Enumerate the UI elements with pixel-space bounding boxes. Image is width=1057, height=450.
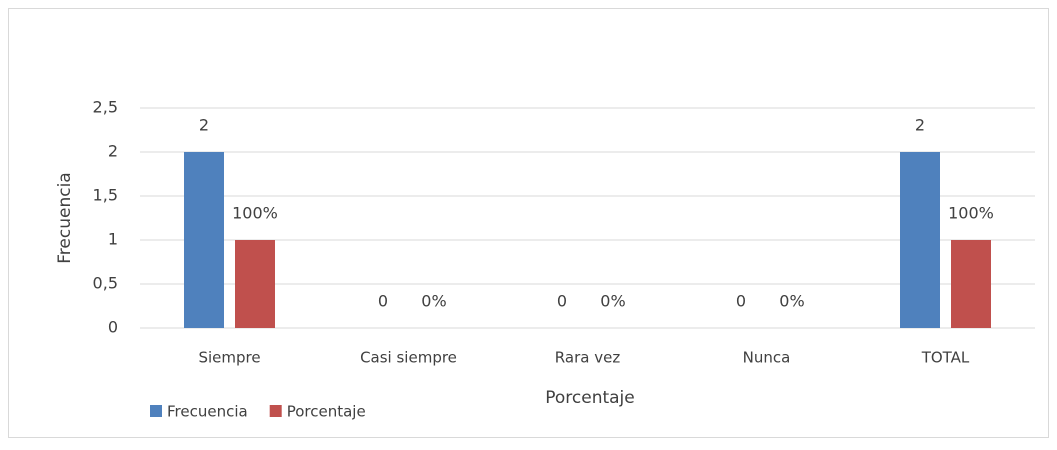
x-tick-label: Casi siempre — [360, 349, 457, 367]
y-axis-title: Frecuencia — [55, 172, 75, 263]
data-label: 0 — [557, 292, 567, 311]
bar — [184, 152, 224, 328]
legend-label: Frecuencia — [167, 403, 248, 421]
legend-label: Porcentaje — [287, 403, 366, 421]
data-label: 100% — [232, 204, 278, 223]
y-tick-label: 0,5 — [93, 274, 118, 293]
bar — [951, 240, 991, 328]
x-tick-label: TOTAL — [921, 349, 970, 367]
data-label: 0% — [600, 292, 625, 311]
y-tick-label: 2,5 — [93, 98, 118, 117]
legend-swatch — [269, 405, 282, 417]
y-tick-label: 1,5 — [93, 186, 118, 205]
data-label: 0 — [378, 292, 388, 311]
data-label: 2 — [915, 116, 925, 135]
data-label: 0% — [779, 292, 804, 311]
data-label: 0% — [421, 292, 446, 311]
legend-swatch — [150, 405, 162, 417]
bar — [900, 152, 940, 328]
y-tick-label: 1 — [108, 230, 118, 249]
chart-border — [8, 8, 1049, 438]
bar — [235, 240, 275, 328]
y-tick-label: 0 — [108, 318, 118, 337]
data-label: 0 — [736, 292, 746, 311]
data-label: 100% — [948, 204, 994, 223]
y-tick-label: 2 — [108, 142, 118, 161]
x-axis-title: Porcentaje — [545, 388, 635, 408]
x-tick-label: Nunca — [743, 349, 791, 367]
x-tick-label: Rara vez — [555, 349, 621, 367]
data-label: 2 — [199, 116, 209, 135]
x-tick-label: Siempre — [198, 349, 260, 367]
